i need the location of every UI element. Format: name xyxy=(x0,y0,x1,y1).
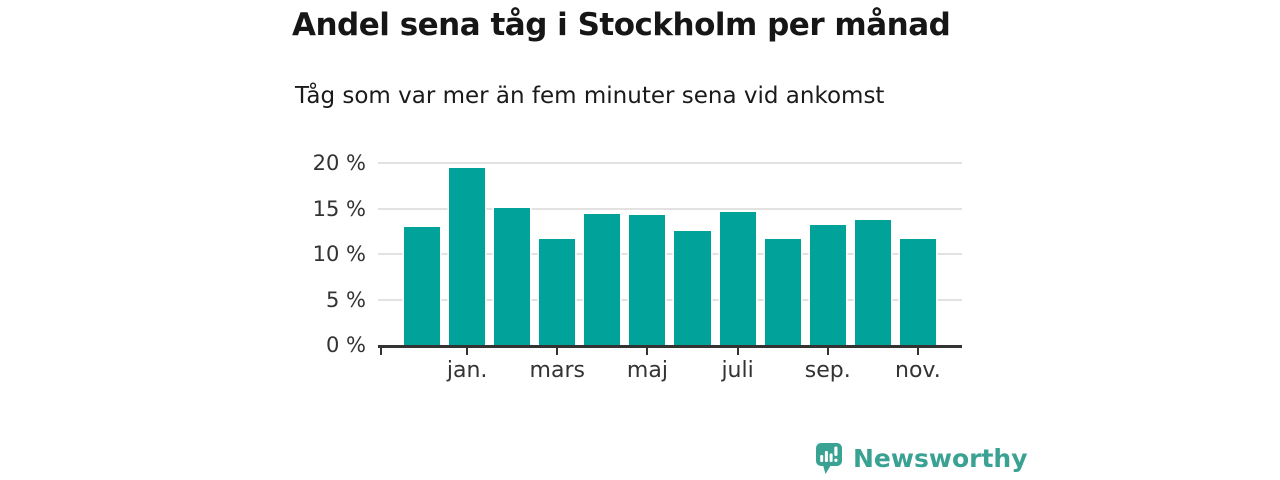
bar xyxy=(854,220,891,345)
x-tick xyxy=(826,348,829,355)
bar-slot xyxy=(854,163,891,345)
page-title: Andel sena tåg i Stockholm per månad xyxy=(292,7,951,43)
x-tick xyxy=(556,348,559,355)
bar-slot xyxy=(674,163,711,345)
bar xyxy=(629,214,666,345)
bar xyxy=(539,239,576,345)
x-tick xyxy=(646,348,649,355)
page-subtitle: Tåg som var mer än fem minuter sena vid … xyxy=(295,83,885,109)
x-tick-label: jan. xyxy=(446,358,488,383)
x-tick xyxy=(916,348,919,355)
bar-slot: jan. xyxy=(447,163,487,383)
bar-slot: nov. xyxy=(895,163,941,383)
gridline xyxy=(378,162,962,164)
bar-slot xyxy=(494,163,531,345)
bar xyxy=(404,226,441,345)
chart-bubble-icon xyxy=(815,442,844,476)
bar-slot: juli xyxy=(719,163,756,383)
bar-series: jan. mars maj juli sep. nov. xyxy=(378,163,962,383)
y-tick-label: 15 % xyxy=(312,196,366,221)
gridline xyxy=(378,207,962,210)
x-tick-label: maj xyxy=(626,358,668,383)
bar xyxy=(674,231,711,345)
x-tick xyxy=(736,348,739,355)
y-tick-label: 0 % xyxy=(326,333,366,357)
bar xyxy=(764,238,801,345)
bar xyxy=(719,212,756,345)
y-tick-label: 5 % xyxy=(326,287,366,312)
bar-slot: maj xyxy=(627,163,668,383)
bar-slot xyxy=(404,163,441,345)
logo-text: Newsworthy xyxy=(853,444,1028,473)
x-tick-label: nov. xyxy=(895,358,941,383)
bar xyxy=(449,167,486,345)
x-tick-label: juli xyxy=(721,358,754,383)
bar xyxy=(494,207,531,345)
axis-origin-tick xyxy=(380,348,382,355)
x-tick-label: sep. xyxy=(804,358,851,383)
bar xyxy=(584,213,621,345)
bar-slot xyxy=(764,163,801,345)
bar xyxy=(899,238,936,345)
plot-area: jan. mars maj juli sep. nov. xyxy=(378,162,962,383)
x-tick-label: mars xyxy=(529,358,585,383)
bar-slot: mars xyxy=(530,163,585,383)
bar xyxy=(809,224,846,345)
bar-slot xyxy=(584,163,621,345)
newsworthy-logo: Newsworthy xyxy=(815,442,1028,476)
gridline xyxy=(378,298,962,301)
y-axis-labels: 20 % 15 % 10 % 5 % 0 % xyxy=(278,151,366,357)
x-tick xyxy=(466,348,469,355)
gridline xyxy=(378,253,962,255)
y-tick-label: 20 % xyxy=(312,151,366,175)
y-tick-label: 10 % xyxy=(312,242,366,266)
bar-slot: sep. xyxy=(805,163,851,383)
